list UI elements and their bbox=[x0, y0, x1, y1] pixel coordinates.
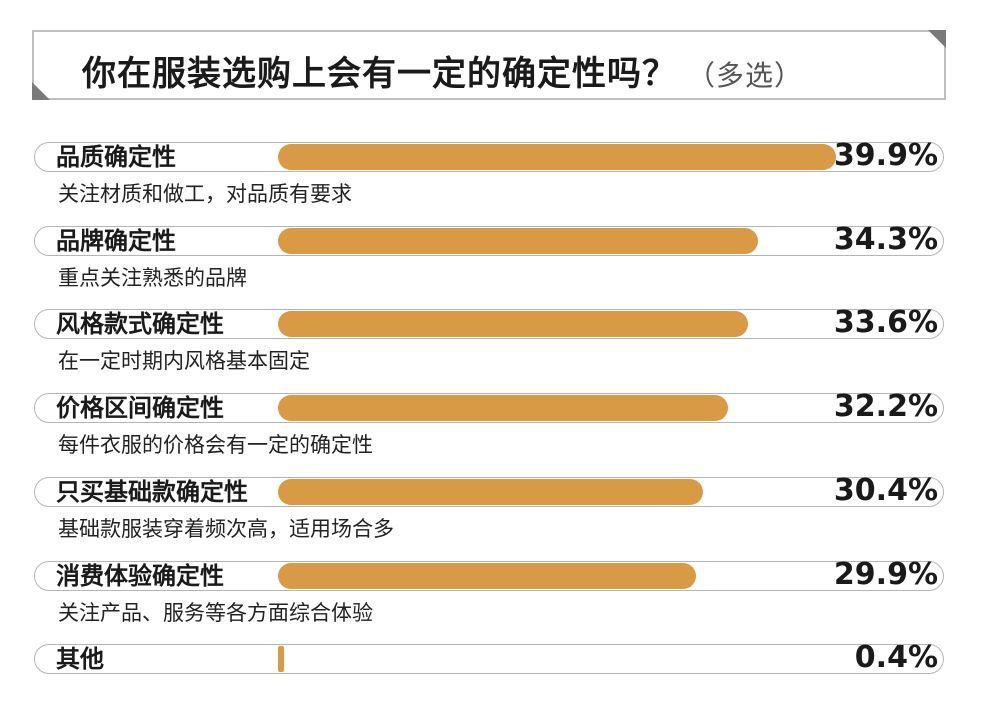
chart-row: 价格区间确定性 32.2% 每件衣服的价格会有一定的确定性 bbox=[0, 389, 1000, 476]
title-box: 你在服装选购上会有一定的确定性吗？ （多选） bbox=[32, 30, 946, 100]
chart-row: 品质确定性 39.9% 关注材质和做工，对品质有要求 bbox=[0, 138, 1000, 225]
value-label: 33.6% bbox=[833, 305, 938, 341]
chart-row: 只买基础款确定性 30.4% 基础款服装穿着频次高，适用场合多 bbox=[0, 473, 1000, 560]
value-label: 39.9% bbox=[833, 138, 938, 173]
chart-title-text: 你在服装选购上会有一定的确定性吗？ bbox=[82, 54, 677, 94]
category-description: 关注产品、服务等各方面综合体验 bbox=[58, 600, 373, 625]
chart-title: 你在服装选购上会有一定的确定性吗？ （多选） bbox=[82, 46, 803, 95]
chart-row: 其他 0.4% bbox=[0, 640, 1000, 727]
value-label: 34.3% bbox=[833, 221, 938, 257]
bar bbox=[278, 395, 729, 422]
bar bbox=[278, 646, 284, 673]
category-label: 品质确定性 bbox=[56, 143, 176, 171]
chart-row: 品牌确定性 34.3% 重点关注熟悉的品牌 bbox=[0, 222, 1000, 309]
category-label: 其他 bbox=[56, 645, 104, 674]
value-label: 0.4% bbox=[854, 640, 938, 676]
chart-row: 风格款式确定性 33.6% 在一定时期内风格基本固定 bbox=[0, 305, 1000, 392]
corner-decoration-top-right bbox=[928, 30, 946, 48]
value-label: 29.9% bbox=[833, 556, 938, 592]
chart-title-note: （多选） bbox=[687, 59, 804, 92]
bar bbox=[278, 227, 758, 254]
category-description: 每件衣服的价格会有一定的确定性 bbox=[58, 433, 373, 458]
value-label: 32.2% bbox=[833, 389, 938, 425]
value-label: 30.4% bbox=[833, 472, 938, 508]
category-label: 消费体验确定性 bbox=[56, 561, 224, 590]
category-label: 风格款式确定性 bbox=[56, 310, 224, 339]
category-description: 基础款服装穿着频次高，适用场合多 bbox=[58, 516, 394, 541]
bar bbox=[278, 311, 748, 338]
category-label: 只买基础款确定性 bbox=[56, 477, 248, 506]
bar bbox=[278, 478, 704, 505]
category-description: 关注材质和做工，对品质有要求 bbox=[58, 182, 352, 206]
bar bbox=[278, 144, 836, 170]
category-description: 在一定时期内风格基本固定 bbox=[58, 349, 310, 374]
bar-track bbox=[34, 644, 944, 675]
bar bbox=[278, 562, 697, 589]
category-label: 品牌确定性 bbox=[56, 226, 176, 255]
chart-row: 消费体验确定性 29.9% 关注产品、服务等各方面综合体验 bbox=[0, 557, 1000, 644]
category-label: 价格区间确定性 bbox=[56, 394, 224, 423]
corner-decoration-bottom-left bbox=[32, 82, 50, 100]
category-description: 重点关注熟悉的品牌 bbox=[58, 265, 247, 290]
